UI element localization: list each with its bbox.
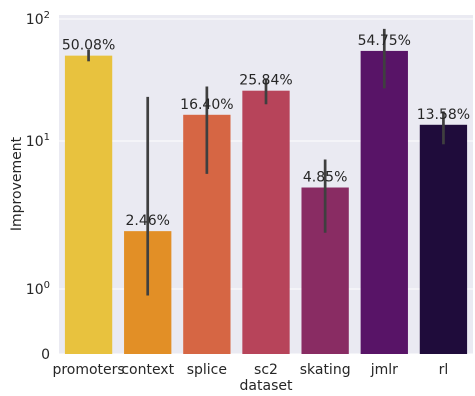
bar-label-skating: 4.85% [303, 170, 347, 186]
bar-label-context: 2.46% [125, 213, 169, 229]
bar-label-rl: 13.58% [417, 107, 470, 123]
bar-promoters [64, 55, 113, 354]
error-bars [87, 28, 445, 296]
bar-label-splice: 16.40% [180, 97, 233, 113]
x-tick-context: context [121, 362, 174, 378]
bar-rl [419, 124, 468, 354]
bar-label-jmlr: 54.75% [358, 33, 411, 49]
bar-sc2 [242, 90, 290, 354]
x-tick-skating: skating [300, 362, 351, 378]
y-tick-label: 102 [26, 10, 50, 28]
x-tick-promoters: promoters [52, 362, 124, 378]
x-tick-jmlr: jmlr [370, 362, 398, 378]
x-tick-rl: rl [439, 362, 449, 378]
x-tick-splice: splice [187, 362, 227, 378]
y-tick-label: 101 [26, 132, 50, 150]
bar-label-promoters: 50.08% [62, 38, 115, 54]
bar-jmlr [360, 50, 408, 354]
y-axis-label: Improvement [9, 136, 25, 231]
y-ticks: 0 100 101 102 [26, 10, 50, 363]
bar-label-sc2: 25.84% [239, 73, 292, 89]
y-tick-label: 0 [41, 347, 50, 363]
x-tick-sc2: sc2 [254, 362, 278, 378]
bar-labels: 50.08% 2.46% 16.40% 25.84% 4.85% 54.75% 13.58% [62, 33, 470, 229]
x-axis-label: dataset [240, 378, 293, 394]
y-tick-label: 100 [26, 280, 50, 298]
